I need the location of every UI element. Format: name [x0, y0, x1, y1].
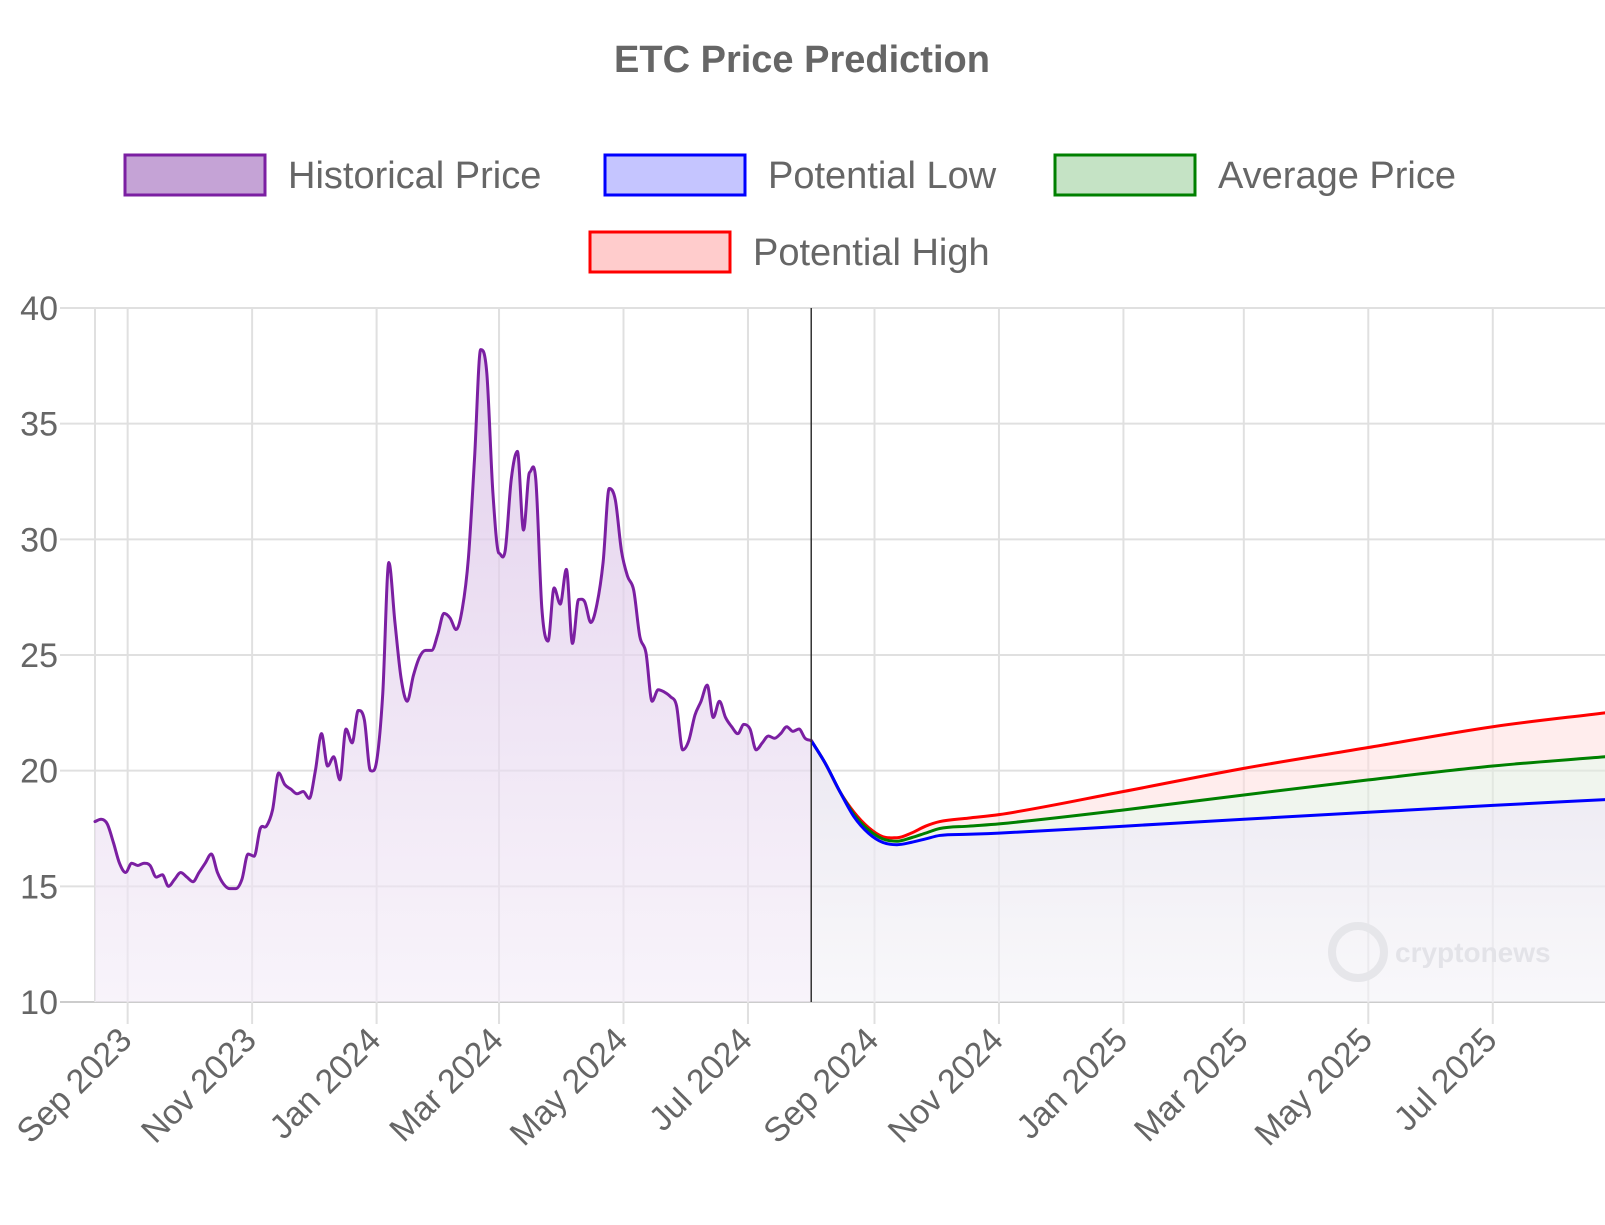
x-tick-label-4: May 2024	[503, 1021, 635, 1153]
historical-price-area	[95, 349, 812, 1002]
x-tick-label-0: Sep 2023	[9, 1021, 139, 1151]
x-tick-label-10: May 2025	[1247, 1021, 1379, 1153]
x-tick-label-3: Mar 2024	[382, 1021, 510, 1149]
x-tick-label-2: Jan 2024	[262, 1021, 388, 1147]
legend: Historical Price Potential Low Average Pri…	[123, 153, 1456, 274]
historical-price-line	[93, 348, 813, 891]
watermark-text: cryptonews	[1395, 937, 1551, 968]
legend-label-historical-price: Historical Price	[288, 155, 541, 197]
legend-label-potential-low: Potential Low	[768, 155, 997, 197]
y-tick-label-30: 30	[20, 521, 58, 559]
y-tick-label-25: 25	[20, 637, 58, 675]
x-tick-label-1: Nov 2023	[134, 1021, 264, 1151]
high-band-area	[811, 712, 1605, 842]
potential-low-area	[811, 740, 1605, 1002]
legend-swatch-potential-low	[603, 153, 747, 197]
average-band-area	[811, 740, 1605, 845]
legend-swatch-historical-price	[123, 153, 267, 197]
chart-title: ETC Price Prediction	[614, 39, 990, 81]
y-tick-label-40: 40	[20, 290, 58, 328]
watermark: cryptonews	[1328, 922, 1551, 982]
x-tick-label-9: Mar 2025	[1127, 1021, 1255, 1149]
legend-label-potential-high: Potential High	[753, 232, 990, 274]
potential-low-line	[809, 739, 1605, 847]
y-tick-label-20: 20	[20, 753, 58, 791]
x-tick-label-8: Jan 2025	[1009, 1021, 1135, 1147]
x-tick-label-6: Sep 2024	[756, 1021, 886, 1151]
y-tick-label-35: 35	[20, 406, 58, 444]
cryptonews-logo-icon	[1328, 922, 1388, 982]
y-tick-label-15: 15	[20, 868, 58, 906]
series-lines	[93, 348, 1605, 891]
series-fills	[95, 349, 1605, 1002]
legend-label-average-price: Average Price	[1218, 155, 1456, 197]
legend-swatch-average-price	[1053, 153, 1197, 197]
x-tick-label-7: Nov 2024	[881, 1021, 1011, 1151]
y-tick-label-10: 10	[20, 984, 58, 1022]
x-tick-label-5: Jul 2024	[642, 1021, 760, 1139]
legend-swatch-potential-high	[588, 230, 732, 274]
x-tick-label-11: Jul 2025	[1387, 1021, 1505, 1139]
